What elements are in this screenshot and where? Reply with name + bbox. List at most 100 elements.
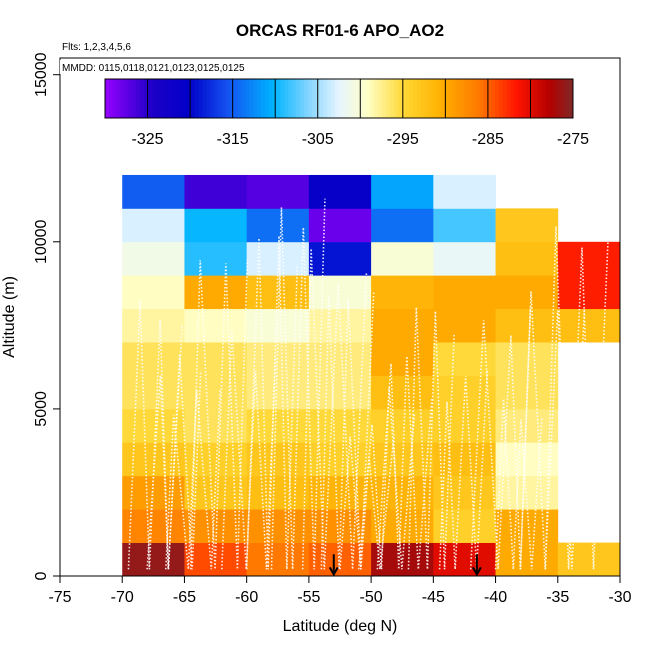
flight-track [301,248,368,570]
arrow-head [472,566,482,577]
heatmap-cell [122,542,185,577]
colorbar-swatch [491,79,496,118]
heatmap-cell [371,174,434,209]
y-axis-label: Altitude (m) [1,276,18,358]
colorbar-swatch [397,79,402,118]
colorbar-swatch [342,79,348,118]
heatmap-cell [433,308,496,343]
colorbar-swatch [522,79,527,118]
colorbar-swatch [311,79,316,118]
colorbar-swatch [350,79,355,118]
colorbar-swatch [108,79,114,118]
colorbar-swatch [105,79,110,118]
heatmap-cell [495,342,559,376]
heatmap-cell [184,174,248,209]
colorbar-swatch [510,79,515,118]
heatmap-cell [495,308,559,343]
colorbar-swatch [545,79,550,118]
heatmap-cell [246,208,310,243]
colorbar-swatch [428,79,433,118]
colorbar-tick-label: -295 [387,131,419,148]
heatmap-cell [308,442,372,477]
heatmap-cell [308,408,372,443]
colorbar-swatch [257,79,262,118]
flight-track [376,356,433,570]
heatmap-cell [308,342,372,376]
colorbar-swatch [159,79,164,118]
heatmap-cell [308,241,372,276]
flight-track [220,330,277,570]
colorbar-swatch [319,79,324,118]
heatmap-cell [122,308,185,343]
colorbar-tick-label: -275 [557,131,589,148]
heatmap-cell [495,275,559,310]
heatmap-cell [122,509,185,543]
colorbar-tick-label: -315 [217,131,249,148]
colorbar: -325 -315 -305 -295 -285 -275 [104,78,589,148]
colorbar-swatch [128,79,133,118]
colorbar-swatch [440,79,445,118]
heatmap-cell [308,275,372,310]
colorbar-swatch [186,79,192,118]
colorbar-swatch [346,79,352,118]
heatmap-cell [246,509,310,543]
heatmap-cell [495,542,559,577]
x-tick-label: -75 [48,589,71,606]
colorbar-swatch [526,79,531,118]
colorbar-swatch [280,79,285,118]
colorbar-tick-label: -305 [302,131,334,148]
colorbar-swatch [401,79,406,118]
x-axis: -75 -70 -65 -60 -55 -50 -45 -40 -35 -30 [48,575,632,606]
colorbar-swatch [253,79,258,118]
colorbar-swatch [237,79,242,118]
flight-track [164,388,221,570]
heatmap-cell [184,241,248,276]
x-tick-label: -65 [173,589,196,606]
x-axis-label: Latitude (deg N) [283,618,398,635]
colorbar-swatch [327,79,332,118]
colorbar-swatch [249,79,254,118]
colorbar-swatch [487,79,492,118]
heatmap-cell [308,208,372,243]
colorbar-swatch [518,79,523,118]
heatmap-cell [122,375,185,410]
x-tick-label: -40 [484,589,507,606]
heatmap-cell [433,174,496,209]
colorbar-swatch [420,79,426,118]
flight-track [146,354,202,570]
heatmap-cell [246,442,310,477]
x-tick-label: -45 [422,589,445,606]
heatmap-cell [495,241,559,276]
colorbar-swatch [292,79,297,118]
heatmap-cell [433,241,496,276]
x-tick-label: -50 [360,589,383,606]
colorbar-swatch [206,79,211,118]
colorbar-swatch [381,79,387,118]
colorbar-swatch [175,79,180,118]
heatmap-cell [495,509,559,543]
colorbar-swatch [479,79,484,118]
colorbar-swatch [331,79,336,118]
flight-track [469,307,532,570]
flight-track [407,307,456,570]
colorbar-swatch [565,79,570,118]
colorbar-swatch [136,79,141,118]
colorbar-swatch [413,79,418,118]
colorbar-swatch [467,79,472,118]
colorbar-tick-label: -285 [472,131,504,148]
heatmap-cell [371,408,434,443]
colorbar-swatch [300,79,305,118]
colorbar-swatch [475,79,480,118]
colorbar-swatch [245,79,250,118]
flight-tracks [127,198,610,570]
colorbar-swatch [498,79,504,118]
heatmap-cell [433,442,496,477]
colorbar-swatch [284,79,289,118]
heatmap-cell [246,308,310,343]
colorbar-swatch [354,79,359,118]
colorbar-frame [104,78,574,119]
colorbar-swatch [147,79,153,118]
colorbar-swatch [222,79,227,118]
colorbar-swatch [303,79,309,118]
colorbar-swatch [370,79,375,118]
